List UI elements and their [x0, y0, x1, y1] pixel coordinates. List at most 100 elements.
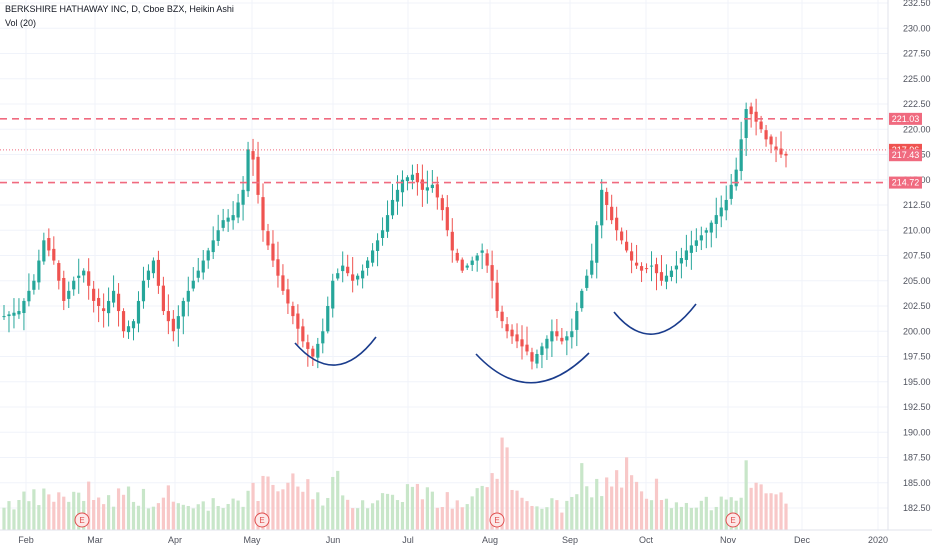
rounding-bottom-curve[interactable] — [294, 336, 377, 366]
volume-bar — [395, 500, 400, 530]
candle-body — [176, 316, 180, 329]
time-tick-label: Oct — [639, 535, 654, 545]
candle-body — [331, 280, 335, 309]
price-badge — [889, 176, 922, 189]
candle-body — [659, 272, 664, 281]
candle-body — [560, 337, 564, 342]
candle-body — [714, 215, 718, 224]
volume-bar — [166, 485, 170, 530]
time-axis[interactable]: Feb Mar Apr May Jun Jul Aug Sep Oct Nov Dec 2020 — [18, 535, 888, 545]
candle-body — [62, 277, 66, 301]
volume-bar — [7, 501, 11, 530]
volume-bar — [196, 504, 200, 530]
volume-bar — [530, 505, 534, 530]
volume-bar — [380, 493, 385, 530]
candle-body — [450, 231, 454, 251]
volume-bar — [72, 491, 76, 530]
volume-bar — [102, 504, 106, 530]
candle-body — [769, 136, 773, 145]
volume-bar — [316, 492, 320, 530]
volume-bar — [440, 506, 444, 530]
volume-bar — [595, 478, 599, 530]
earnings-marker[interactable] — [74, 512, 90, 528]
candle-body — [629, 251, 634, 261]
volume-bar — [610, 486, 614, 530]
candle-body — [415, 172, 420, 183]
rounding-bottom-curve[interactable] — [613, 303, 697, 335]
candle-body — [644, 268, 649, 270]
candle-body — [326, 306, 330, 332]
candle-body — [420, 179, 424, 190]
candle-body — [351, 274, 355, 281]
volume-bar — [236, 500, 240, 530]
volume-bar — [181, 504, 185, 530]
rounding-bottom-curve[interactable] — [475, 352, 590, 384]
volume-bar — [644, 498, 649, 530]
candle-body — [679, 258, 684, 264]
candle-body — [515, 334, 519, 342]
price-axis[interactable]: 232.50230.00227.50225.00222.50220.00217.… — [903, 0, 931, 513]
candle-body — [22, 300, 26, 314]
volume-bar — [67, 501, 71, 530]
volume-bar — [550, 498, 554, 530]
price-tick-label: 227.50 — [903, 49, 931, 59]
candle-body — [92, 288, 96, 301]
time-tick-label: Apr — [168, 535, 182, 545]
candle-body — [590, 260, 594, 275]
candle-body — [495, 282, 499, 312]
candle-body — [226, 217, 230, 222]
volume-bar — [470, 496, 474, 530]
candle-body — [246, 149, 250, 192]
volume-bar — [719, 496, 723, 530]
candle-body — [57, 263, 61, 281]
volume-bar — [704, 496, 708, 530]
candle-body — [261, 197, 265, 231]
price-badge-label: 217.43 — [892, 150, 920, 160]
candle-body — [759, 121, 763, 130]
candle-body — [525, 344, 529, 352]
candle-body — [535, 353, 539, 364]
volume-bar — [555, 500, 559, 530]
volume-bar — [186, 506, 190, 530]
candle-body — [530, 352, 534, 362]
candle-body — [2, 316, 6, 318]
volume-bar — [649, 500, 654, 530]
volume-bar — [341, 495, 345, 530]
earnings-marker[interactable] — [254, 512, 270, 528]
price-tick-label: 205.00 — [903, 276, 931, 286]
time-tick-label: Dec — [794, 535, 811, 545]
candle-body — [375, 240, 380, 251]
volume-bar — [515, 490, 519, 530]
candle-body — [301, 326, 305, 342]
candle-body — [664, 275, 669, 282]
earnings-marker[interactable] — [489, 512, 505, 528]
volume-bar — [111, 506, 116, 530]
earnings-marker[interactable] — [725, 512, 741, 528]
volume-bar — [580, 463, 584, 530]
candle-body — [67, 290, 71, 299]
volume-bar — [271, 484, 275, 530]
candle-body — [510, 329, 514, 337]
volume-bar — [490, 473, 494, 530]
candle-body — [336, 273, 340, 279]
volume-bar — [27, 501, 31, 530]
candle-body — [744, 109, 748, 138]
volume-bar — [475, 488, 479, 530]
volume-bar — [37, 505, 41, 530]
candle-body — [102, 308, 106, 312]
volume-bar — [669, 508, 674, 530]
candle-body — [251, 151, 255, 160]
volume-bar — [346, 499, 350, 530]
volume-bar — [57, 492, 61, 530]
volume-bar — [774, 494, 778, 530]
volume-bar — [709, 510, 713, 530]
candle-body — [361, 270, 365, 279]
price-tick-label: 232.50 — [903, 0, 931, 8]
candle-body — [156, 259, 161, 286]
volume-bar — [405, 484, 410, 530]
price-tick-label: 182.50 — [903, 503, 931, 513]
volume-bar — [410, 486, 415, 530]
